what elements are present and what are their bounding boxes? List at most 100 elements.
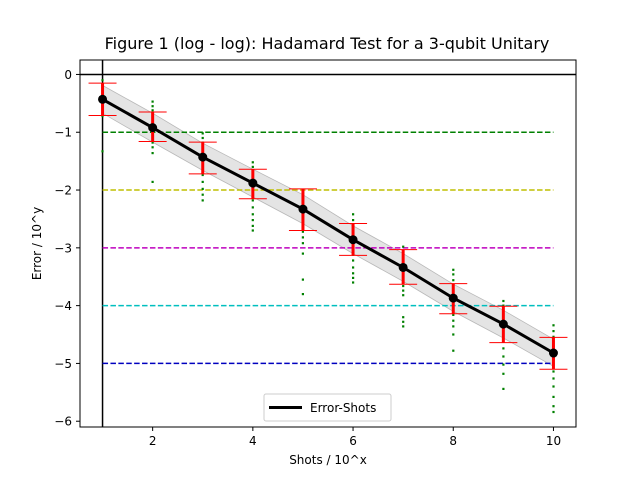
- y-tick-label--5: −5: [54, 357, 72, 371]
- data-point-6: [398, 262, 408, 272]
- sample-point-75: [301, 293, 304, 296]
- sample-point-46: [251, 161, 254, 164]
- sample-point-120: [452, 349, 455, 352]
- sample-point-14: [101, 150, 104, 153]
- x-axis: 2 4 6 8 10: [149, 427, 561, 448]
- sample-point-32: [201, 136, 204, 140]
- sample-point-135: [502, 387, 505, 390]
- sample-point-118: [452, 325, 455, 328]
- sample-point-103: [402, 316, 405, 319]
- sample-point-132: [502, 355, 505, 358]
- sample-point-119: [452, 333, 455, 336]
- y-tick-label--2: −2: [54, 184, 72, 198]
- sample-point-76: [352, 213, 355, 216]
- x-tick-label-10: 10: [546, 434, 561, 448]
- sample-point-30: [151, 180, 154, 183]
- x-tick-label-8: 8: [449, 434, 457, 448]
- sample-point-136: [552, 324, 555, 327]
- data-point-1: [148, 123, 158, 133]
- x-tick-label-2: 2: [149, 434, 157, 448]
- sample-point-59: [251, 224, 254, 227]
- sample-point-90: [352, 281, 355, 284]
- sample-point-145: [552, 370, 555, 373]
- x-axis-title: Shots / 10^x: [289, 453, 367, 467]
- y-tick-label--6: −6: [54, 415, 72, 429]
- sample-point-70: [301, 230, 304, 233]
- sample-point-101: [402, 289, 405, 292]
- x-tick-label-6: 6: [349, 434, 357, 448]
- sample-point-149: [552, 405, 555, 408]
- sample-point-146: [552, 377, 555, 380]
- legend-label-error-shots: Error-Shots: [310, 401, 376, 415]
- chart-title: Figure 1 (log - log): Hadamard Test for …: [105, 34, 550, 53]
- sample-point-122: [502, 304, 505, 307]
- sample-point-150: [552, 410, 555, 414]
- sample-point-55: [251, 199, 254, 202]
- sample-point-57: [251, 213, 254, 216]
- sample-point-29: [151, 152, 154, 155]
- y-tick-label--1: −1: [54, 126, 72, 140]
- sample-point-138: [552, 335, 555, 338]
- sample-point-105: [402, 325, 405, 328]
- sample-point-56: [251, 206, 254, 209]
- data-point-0: [98, 94, 108, 104]
- y-axis-title: Error / 10^y: [30, 207, 44, 280]
- sample-point-15: [151, 100, 154, 103]
- sample-point-100: [402, 284, 405, 288]
- sample-point-47: [251, 165, 254, 168]
- sample-point-60: [251, 229, 254, 232]
- data-point-5: [348, 235, 358, 245]
- series-line-error-shots: [101, 97, 555, 355]
- sample-point-134: [502, 372, 505, 375]
- sample-point-17: [151, 109, 154, 112]
- legend-box: [263, 393, 392, 422]
- sample-point-77: [352, 219, 355, 222]
- data-point-9: [548, 348, 558, 358]
- sample-point-148: [552, 395, 555, 398]
- sample-point-89: [352, 276, 355, 279]
- sample-point-43: [201, 187, 204, 190]
- y-axis: 0 −1 −2 −3 −4 −5 −6: [54, 68, 80, 429]
- plot-area: [80, 60, 576, 427]
- data-point-8: [498, 319, 508, 329]
- sample-point-58: [251, 219, 254, 222]
- plot-frame: [79, 59, 577, 428]
- y-tick-label--4: −4: [54, 299, 72, 313]
- sample-point-131: [502, 347, 505, 350]
- sample-point-88: [352, 272, 355, 275]
- sample-point-86: [352, 259, 355, 262]
- sample-point-28: [151, 146, 154, 149]
- data-point-2: [198, 152, 208, 162]
- sample-point-16: [151, 105, 154, 108]
- sample-point-147: [552, 385, 555, 388]
- x-tick-label-4: 4: [249, 434, 257, 448]
- sample-point-102: [402, 294, 405, 297]
- sample-point-107: [452, 273, 455, 276]
- data-point-7: [448, 293, 458, 303]
- sample-point-71: [301, 236, 304, 239]
- sample-point-27: [151, 141, 154, 144]
- sample-point-91: [402, 245, 405, 248]
- sample-point-45: [201, 199, 204, 202]
- y-tick-label-0: 0: [64, 68, 72, 82]
- y-tick-label--3: −3: [54, 241, 72, 255]
- data-point-4: [298, 204, 308, 214]
- sample-point-137: [552, 330, 555, 333]
- sample-point-0: [101, 79, 104, 82]
- sample-point-133: [502, 363, 505, 366]
- data-point-3: [248, 178, 258, 188]
- sample-point-106: [452, 268, 455, 271]
- sample-point-44: [201, 193, 204, 196]
- sample-point-116: [452, 313, 455, 316]
- sample-point-74: [301, 278, 304, 281]
- sample-point-87: [352, 266, 355, 269]
- sample-point-73: [301, 252, 304, 255]
- sample-point-31: [201, 132, 204, 135]
- sample-point-13: [101, 115, 104, 118]
- sample-point-108: [452, 279, 455, 282]
- sample-point-42: [201, 180, 204, 183]
- sample-point-104: [402, 320, 405, 323]
- sample-point-117: [452, 319, 455, 322]
- sample-point-72: [301, 242, 304, 245]
